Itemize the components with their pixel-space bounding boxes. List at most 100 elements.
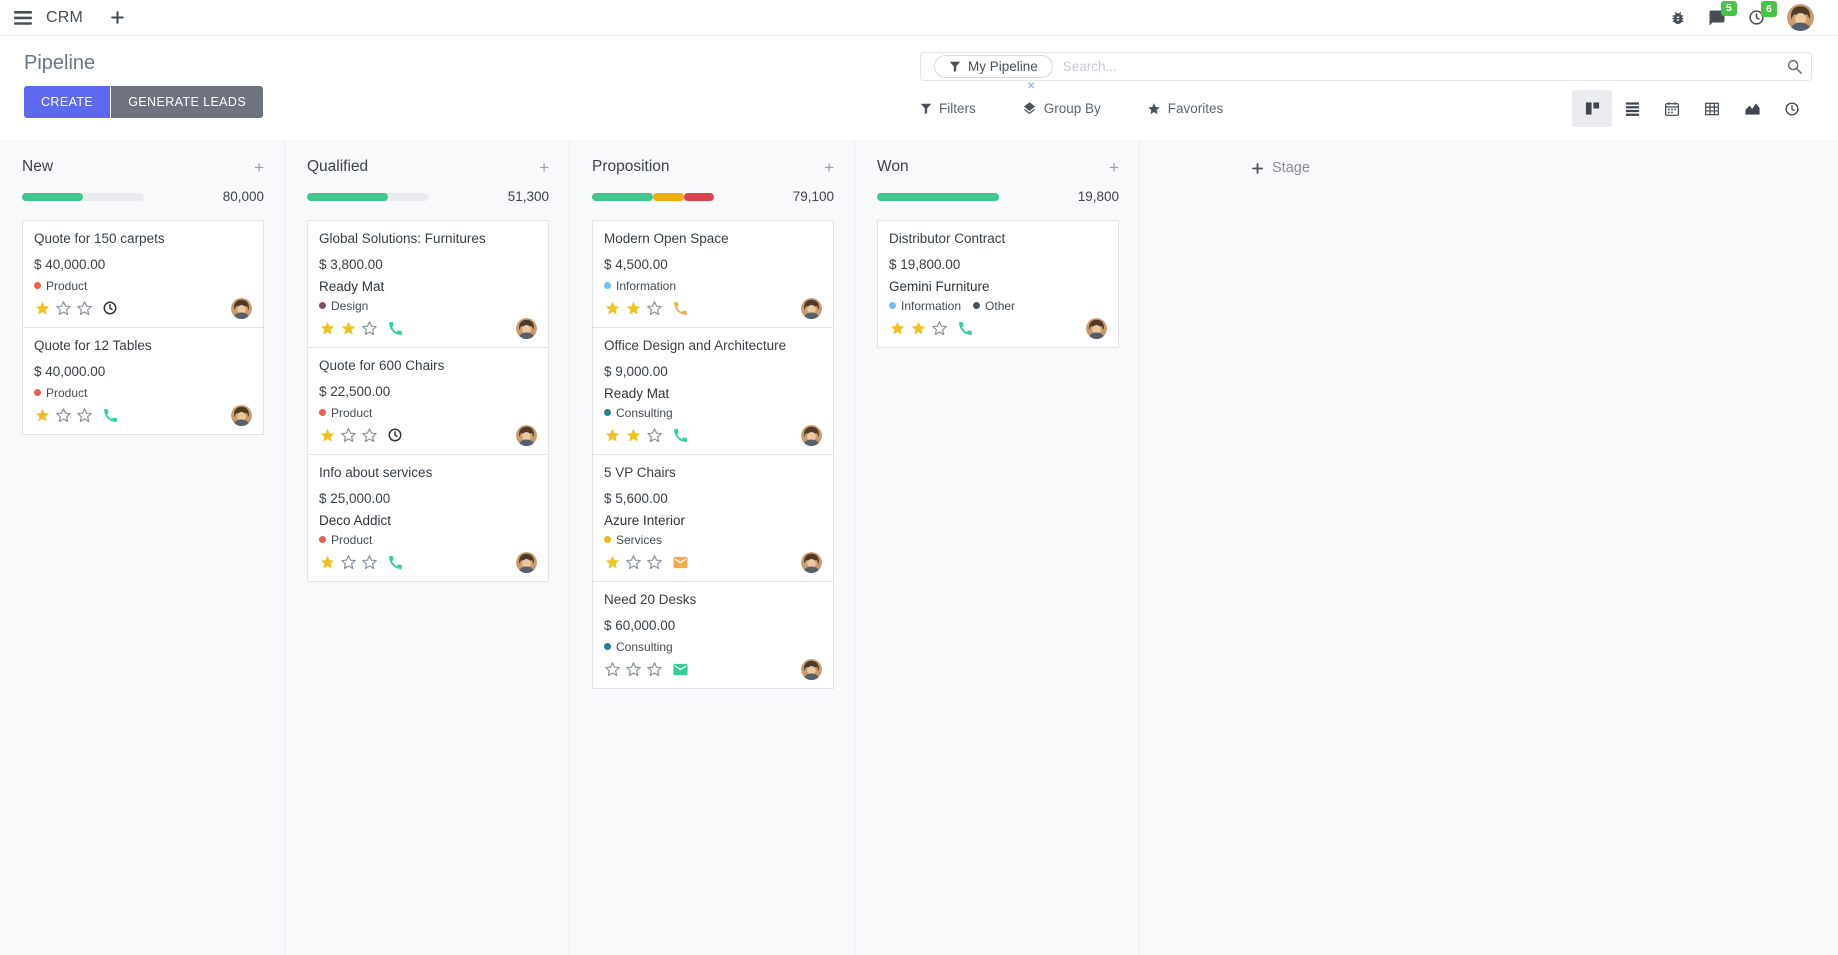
star-filled-icon[interactable] — [910, 320, 927, 337]
view-kanban-button[interactable] — [1572, 90, 1612, 127]
kanban-card[interactable]: Distributor Contract $ 19,800.00 Gemini Fu… — [877, 220, 1119, 348]
kanban-card[interactable]: Modern Open Space $ 4,500.00 Information — [592, 220, 834, 328]
kanban-card[interactable]: Need 20 Desks $ 60,000.00 Consulting — [592, 580, 834, 689]
progress-segment[interactable] — [653, 192, 684, 201]
progress-track[interactable] — [22, 192, 144, 201]
star-empty-icon[interactable] — [340, 427, 357, 444]
star-empty-icon[interactable] — [604, 661, 621, 678]
star-filled-icon[interactable] — [625, 300, 642, 317]
star-empty-icon[interactable] — [646, 661, 663, 678]
quick-add-icon[interactable]: + — [254, 157, 264, 177]
salesperson-avatar[interactable] — [516, 424, 537, 446]
star-empty-icon[interactable] — [361, 427, 378, 444]
salesperson-avatar[interactable] — [516, 551, 537, 573]
activities-clock-icon[interactable]: 6 — [1748, 1, 1777, 26]
star-empty-icon[interactable] — [76, 407, 93, 424]
tag-other[interactable]: Other — [973, 299, 1015, 313]
salesperson-avatar[interactable] — [801, 551, 822, 573]
tag-product[interactable]: Product — [34, 386, 87, 400]
progress-track[interactable] — [592, 192, 714, 201]
tag-consulting[interactable]: Consulting — [604, 640, 673, 654]
tag-consulting[interactable]: Consulting — [604, 406, 673, 420]
view-calendar-button[interactable] — [1652, 90, 1692, 127]
progress-segment[interactable] — [877, 192, 999, 201]
messages-icon[interactable]: 5 — [1708, 0, 1737, 27]
view-list-button[interactable] — [1612, 90, 1652, 127]
star-empty-icon[interactable] — [361, 320, 378, 337]
view-pivot-button[interactable] — [1692, 90, 1732, 127]
star-empty-icon[interactable] — [646, 554, 663, 571]
search-magnifier-icon[interactable] — [1787, 59, 1802, 74]
activity-envelope-icon[interactable] — [672, 661, 689, 678]
progress-segment[interactable] — [307, 192, 388, 201]
star-empty-icon[interactable] — [646, 427, 663, 444]
tag-product[interactable]: Product — [319, 533, 372, 547]
quick-add-icon[interactable]: + — [824, 157, 834, 177]
activity-phone-icon[interactable] — [672, 300, 689, 317]
progress-segment[interactable] — [683, 192, 714, 201]
star-filled-icon[interactable] — [34, 300, 51, 317]
tag-information[interactable]: Information — [889, 299, 961, 313]
star-filled-icon[interactable] — [604, 300, 621, 317]
star-empty-icon[interactable] — [55, 300, 72, 317]
star-filled-icon[interactable] — [889, 320, 906, 337]
star-empty-icon[interactable] — [625, 554, 642, 571]
activity-phone-icon[interactable] — [387, 320, 404, 337]
tag-design[interactable]: Design — [319, 299, 368, 313]
filters-menu[interactable]: Filters — [920, 101, 976, 116]
activity-phone-icon[interactable] — [672, 427, 689, 444]
generate-leads-button[interactable]: GENERATE LEADS — [111, 86, 264, 118]
user-avatar[interactable] — [1787, 4, 1814, 31]
star-filled-icon[interactable] — [319, 320, 336, 337]
tag-information[interactable]: Information — [604, 279, 676, 293]
star-filled-icon[interactable] — [319, 554, 336, 571]
salesperson-avatar[interactable] — [801, 658, 822, 680]
debug-bug-icon[interactable] — [1670, 10, 1686, 26]
star-filled-icon[interactable] — [34, 407, 51, 424]
salesperson-avatar[interactable] — [231, 404, 252, 426]
star-empty-icon[interactable] — [646, 300, 663, 317]
star-filled-icon[interactable] — [340, 320, 357, 337]
quick-add-icon[interactable]: + — [539, 157, 549, 177]
add-stage-button[interactable]: Stage — [1252, 160, 1310, 176]
star-empty-icon[interactable] — [76, 300, 93, 317]
salesperson-avatar[interactable] — [1086, 317, 1107, 339]
app-name[interactable]: CRM — [46, 8, 84, 26]
search-facet-my-pipeline[interactable]: My Pipeline — [934, 55, 1053, 78]
facet-remove-icon[interactable]: × — [1027, 77, 1036, 93]
salesperson-avatar[interactable] — [801, 297, 822, 319]
search-input[interactable] — [1052, 59, 1787, 74]
star-empty-icon[interactable] — [931, 320, 948, 337]
tag-services[interactable]: Services — [604, 533, 662, 547]
salesperson-avatar[interactable] — [801, 424, 822, 446]
activity-clock-icon[interactable] — [387, 427, 403, 443]
star-empty-icon[interactable] — [361, 554, 378, 571]
activity-phone-icon[interactable] — [957, 320, 974, 337]
kanban-card[interactable]: Quote for 12 Tables $ 40,000.00 Product — [22, 326, 264, 435]
favorites-menu[interactable]: Favorites — [1147, 101, 1223, 116]
progress-track[interactable] — [877, 192, 999, 201]
progress-track[interactable] — [307, 192, 429, 201]
tag-product[interactable]: Product — [34, 279, 87, 293]
quick-add-icon[interactable]: + — [1109, 157, 1119, 177]
star-empty-icon[interactable] — [625, 661, 642, 678]
view-graph-button[interactable] — [1732, 90, 1772, 127]
group-by-menu[interactable]: Group By — [1022, 101, 1101, 116]
create-button[interactable]: CREATE — [24, 86, 111, 118]
activity-envelope-icon[interactable] — [672, 554, 689, 571]
new-tab-plus-icon[interactable] — [111, 11, 124, 24]
star-empty-icon[interactable] — [340, 554, 357, 571]
apps-menu-icon[interactable] — [14, 10, 32, 25]
view-activity-button[interactable] — [1772, 90, 1812, 127]
kanban-card[interactable]: 5 VP Chairs $ 5,600.00 Azure Interior Servi… — [592, 453, 834, 582]
salesperson-avatar[interactable] — [231, 297, 252, 319]
star-filled-icon[interactable] — [319, 427, 336, 444]
activity-phone-icon[interactable] — [102, 407, 119, 424]
star-filled-icon[interactable] — [604, 427, 621, 444]
progress-segment[interactable] — [592, 192, 653, 201]
kanban-card[interactable]: Office Design and Architecture $ 9,000.00… — [592, 326, 834, 455]
star-filled-icon[interactable] — [625, 427, 642, 444]
tag-product[interactable]: Product — [319, 406, 372, 420]
activity-clock-icon[interactable] — [102, 300, 118, 316]
salesperson-avatar[interactable] — [516, 317, 537, 339]
